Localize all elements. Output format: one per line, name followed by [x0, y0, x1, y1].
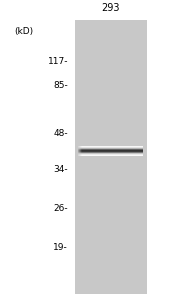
Text: 26-: 26-	[53, 204, 68, 213]
Bar	[78, 146, 143, 147]
Bar	[78, 154, 143, 155]
Bar	[78, 148, 143, 149]
Bar	[78, 152, 143, 153]
Bar	[78, 146, 143, 147]
Text: 48-: 48-	[53, 129, 68, 138]
Bar	[78, 146, 143, 147]
Text: 85-: 85-	[53, 81, 68, 90]
Text: 19-: 19-	[53, 243, 68, 252]
Bar	[80, 146, 81, 156]
Bar	[78, 150, 143, 151]
Text: (kD): (kD)	[14, 27, 33, 36]
Bar	[78, 146, 79, 156]
Bar	[78, 151, 143, 152]
Bar	[78, 149, 143, 150]
Bar	[79, 146, 80, 156]
Bar	[78, 154, 143, 155]
Bar	[78, 154, 143, 155]
Bar	[78, 148, 143, 149]
Bar	[78, 154, 143, 155]
Bar	[78, 153, 143, 154]
Bar	[78, 149, 143, 150]
Bar	[78, 149, 143, 150]
Text: 117-: 117-	[47, 57, 68, 66]
Bar	[78, 147, 143, 148]
Bar	[78, 151, 143, 152]
Bar	[78, 153, 143, 154]
Bar	[81, 146, 82, 156]
Bar	[78, 152, 143, 153]
Bar	[78, 150, 143, 151]
Bar	[78, 151, 143, 152]
Text: 34-: 34-	[53, 165, 68, 174]
Bar	[78, 150, 143, 151]
Bar	[78, 148, 143, 149]
Bar	[78, 152, 143, 153]
Bar	[78, 153, 143, 154]
Text: 293: 293	[102, 3, 120, 13]
Bar	[78, 155, 143, 156]
Bar	[75, 20, 147, 294]
Bar	[78, 147, 143, 148]
Bar	[78, 147, 143, 148]
